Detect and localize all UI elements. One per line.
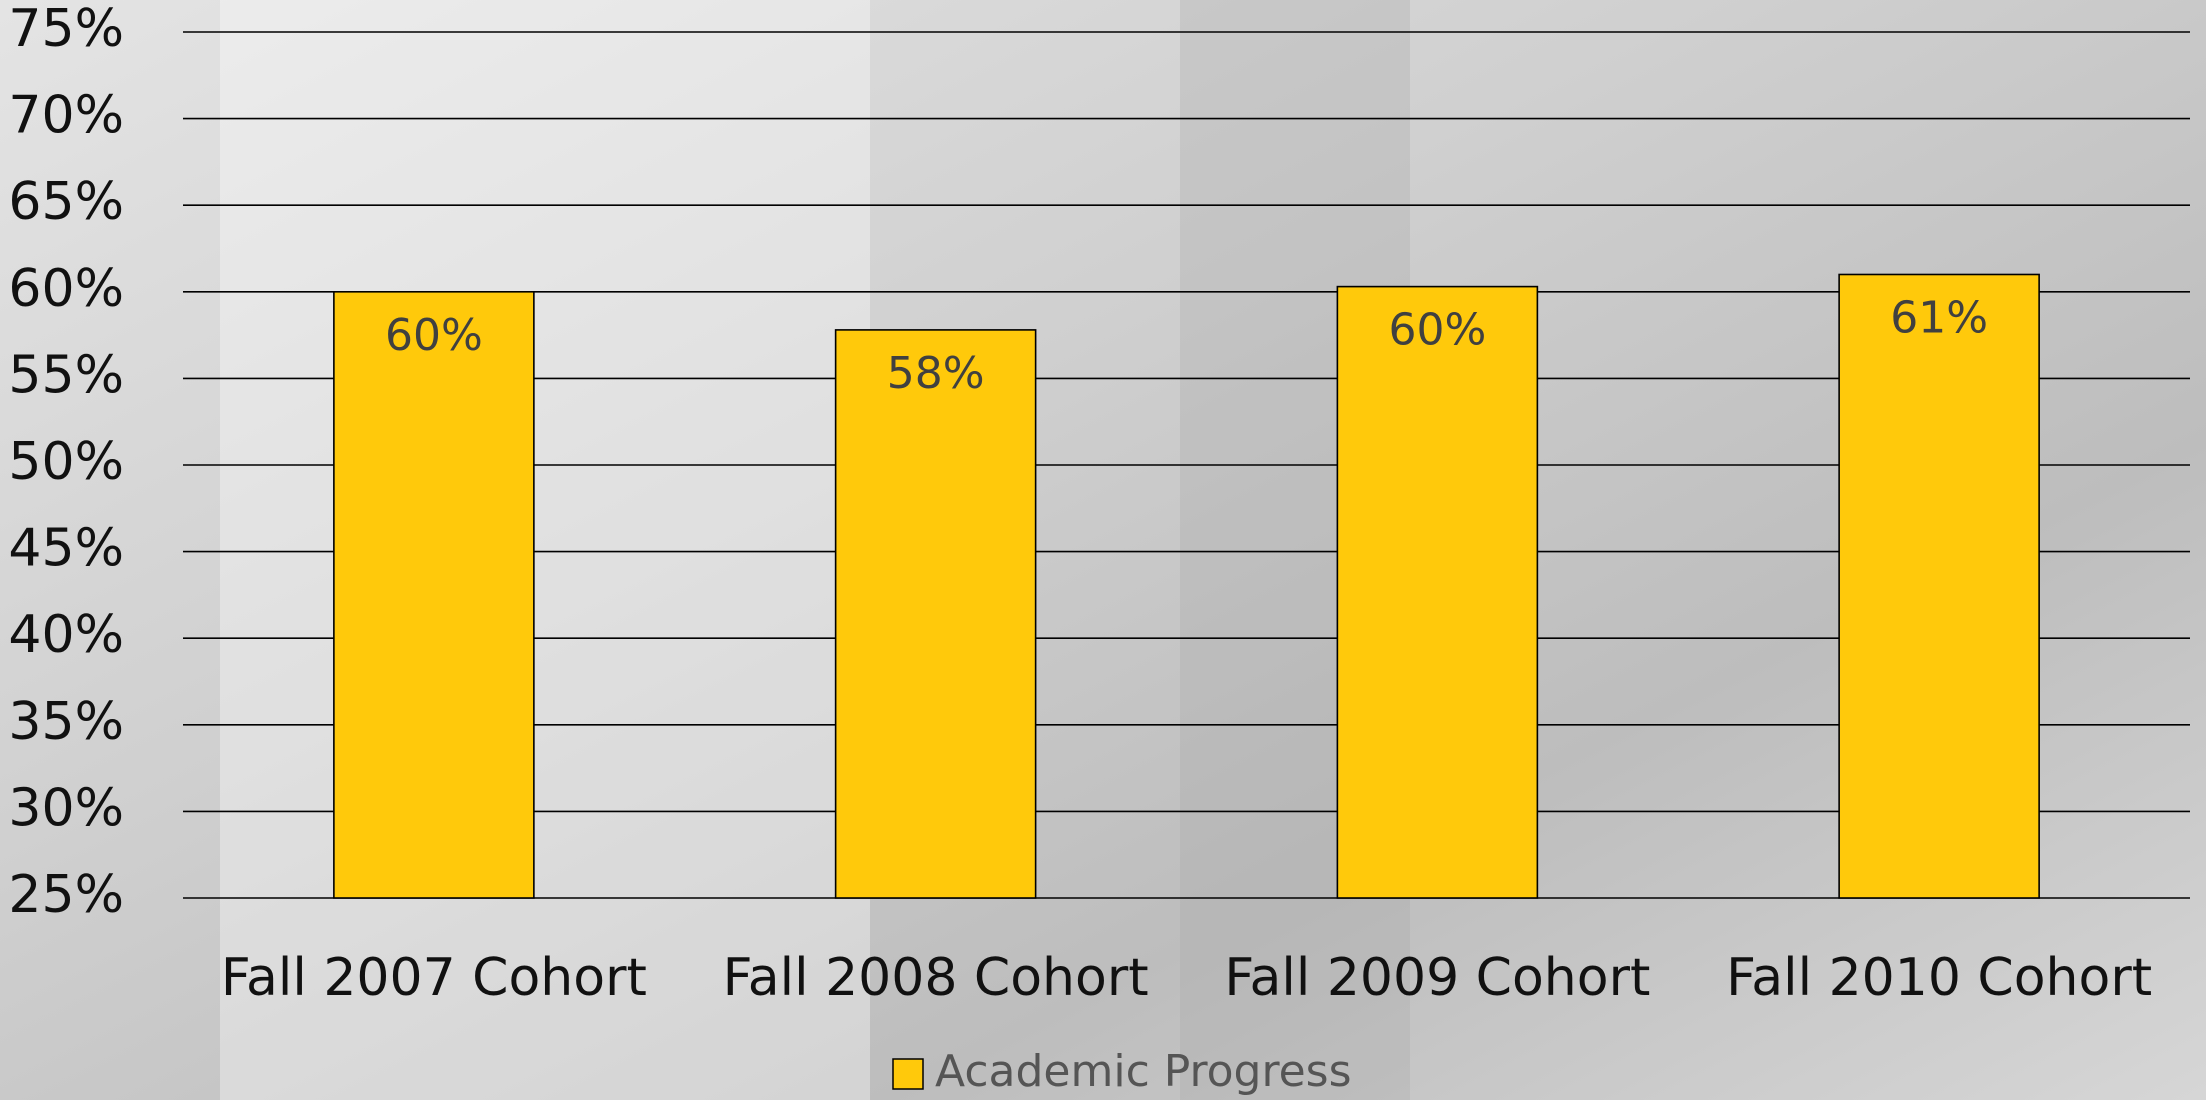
y-tick-label: 30% xyxy=(8,778,124,838)
y-tick-label: 55% xyxy=(8,345,124,405)
value-label: 61% xyxy=(1890,292,1988,343)
background-light xyxy=(220,0,870,1100)
bar xyxy=(834,329,1037,899)
y-tick-label: 35% xyxy=(8,692,124,752)
value-label: 60% xyxy=(1388,305,1486,356)
legend-swatch xyxy=(892,1058,924,1090)
y-tick-label: 65% xyxy=(8,172,124,232)
bar xyxy=(1336,285,1539,899)
x-tick-label: Fall 2008 Cohort xyxy=(723,948,1149,1008)
y-tick-label: 75% xyxy=(8,0,124,59)
bar xyxy=(333,290,535,899)
y-tick-label: 45% xyxy=(8,519,124,579)
x-tick-label: Fall 2010 Cohort xyxy=(1726,948,2152,1008)
bar xyxy=(1838,273,2040,899)
x-tick-label: Fall 2009 Cohort xyxy=(1224,948,1650,1008)
y-tick-label: 40% xyxy=(8,605,124,665)
y-tick-label: 50% xyxy=(8,432,124,492)
y-tick-label: 60% xyxy=(8,259,124,319)
y-tick-label: 25% xyxy=(8,865,124,925)
value-label: 60% xyxy=(385,310,483,361)
x-tick-label: Fall 2007 Cohort xyxy=(221,948,647,1008)
value-label: 58% xyxy=(887,348,985,399)
y-tick-label: 70% xyxy=(8,86,124,146)
legend-label: Academic Progress xyxy=(935,1046,1352,1097)
